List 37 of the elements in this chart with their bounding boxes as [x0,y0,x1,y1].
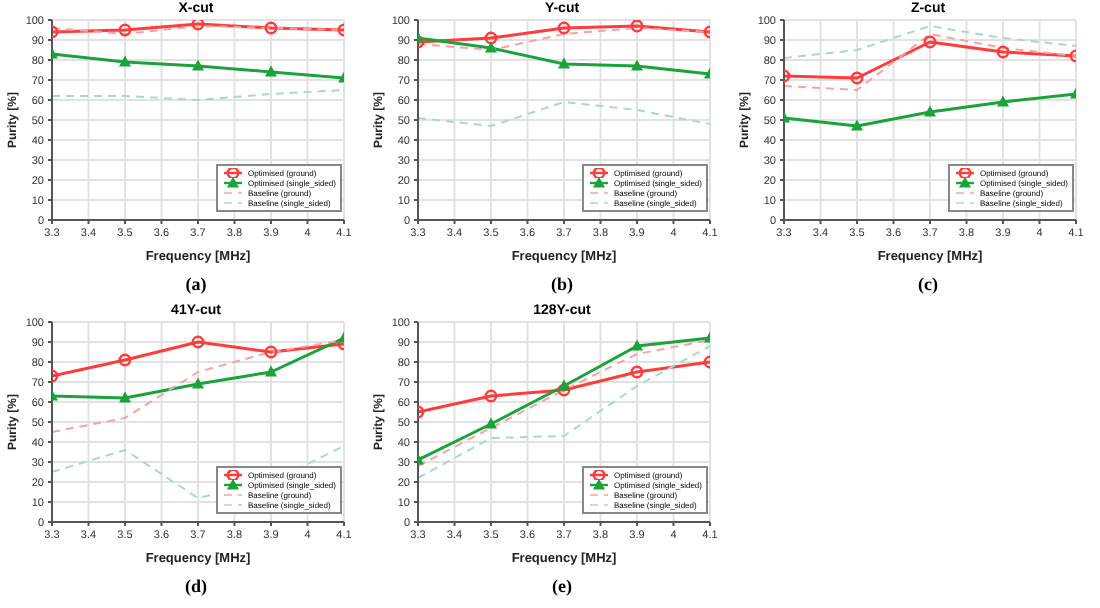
point [630,365,644,379]
text: (b) [549,274,575,294]
point [851,119,863,131]
point [557,21,571,35]
point [119,391,131,403]
point [631,59,643,71]
point [118,23,132,37]
point [630,20,644,33]
point [850,71,864,85]
point [118,353,132,367]
text: (c) [916,274,940,294]
text: (e) [550,576,574,596]
point [924,105,936,117]
point [996,45,1010,59]
point [119,55,131,67]
point [923,35,937,49]
point [997,95,1009,107]
point [264,345,278,359]
point [558,379,570,391]
point [484,389,498,403]
point [485,417,497,429]
point [631,339,643,351]
point [191,20,205,31]
point [265,65,277,77]
point [484,31,498,45]
point [192,59,204,71]
text: (a) [183,274,209,294]
point [264,21,278,35]
point [557,383,571,397]
text: (d) [183,576,209,596]
point [265,365,277,377]
line-series [418,101,710,127]
point [485,41,497,53]
line-series [784,25,1076,59]
point [558,57,570,69]
point [192,377,204,389]
point [191,335,205,349]
